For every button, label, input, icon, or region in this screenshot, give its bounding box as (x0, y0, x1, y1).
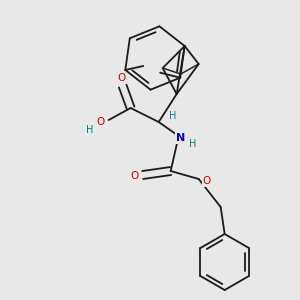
Text: O: O (202, 176, 211, 186)
Text: O: O (118, 73, 126, 83)
Text: H: H (169, 111, 176, 121)
Text: H: H (86, 125, 93, 135)
Text: O: O (97, 117, 105, 127)
Text: O: O (130, 171, 139, 181)
Text: N: N (176, 133, 185, 143)
Text: H: H (189, 139, 196, 149)
